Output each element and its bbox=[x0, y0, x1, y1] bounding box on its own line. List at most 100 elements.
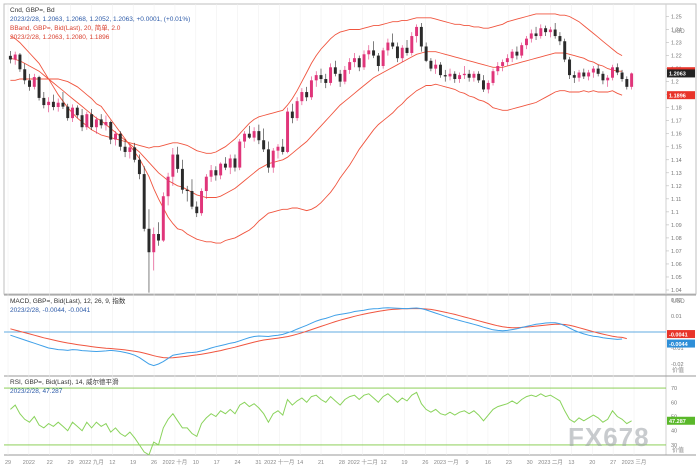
candle-body bbox=[429, 60, 433, 69]
x-tick-label: 2022 十二月 bbox=[348, 458, 378, 466]
candle-body bbox=[582, 72, 586, 77]
candle-body bbox=[529, 33, 533, 39]
price-tick-label: 1.22 bbox=[671, 54, 682, 60]
price-panel-frame bbox=[3, 3, 697, 295]
candle-body bbox=[80, 115, 84, 128]
rsi-tick-label: 70 bbox=[671, 386, 677, 392]
price-axis-unit: USD bbox=[672, 29, 685, 35]
candle-body bbox=[572, 75, 576, 78]
macd-signal-line bbox=[10, 308, 627, 359]
candle-body bbox=[276, 146, 280, 151]
rsi-header-line1: RSI, GBP=, Bid(Last), 14, 威尔德平滑 bbox=[10, 377, 119, 386]
x-tick-label: 29 bbox=[5, 460, 11, 466]
candle-body bbox=[37, 77, 41, 98]
price-header-line2: 2023/2/28, 1.2063, 1.2068, 1.2052, 1.206… bbox=[10, 16, 190, 23]
candle-body bbox=[520, 45, 524, 56]
candle-body bbox=[558, 36, 562, 42]
candle-body bbox=[223, 163, 227, 168]
candle-body bbox=[228, 158, 232, 168]
grid bbox=[7, 4, 635, 455]
candle-body bbox=[252, 131, 256, 138]
price-header-line4: 2023/2/28, 1.2063, 1.2080, 1.1896 bbox=[10, 34, 110, 41]
candle-body bbox=[85, 114, 89, 128]
candle-body bbox=[376, 55, 380, 66]
candle-body bbox=[434, 64, 438, 69]
macd-tick-label: -0.01 bbox=[671, 346, 684, 352]
price-tick-label: 1.11 bbox=[671, 197, 681, 203]
x-tick-label: 30 bbox=[527, 460, 533, 466]
candle-body bbox=[190, 191, 194, 207]
rsi-header-line2: 2023/2/28, 47.287 bbox=[10, 388, 63, 395]
candle-body bbox=[114, 133, 118, 140]
candle-body bbox=[247, 133, 251, 138]
candle-body bbox=[338, 73, 342, 82]
macd-tag-label: -0.0044 bbox=[669, 342, 689, 348]
candle-body bbox=[185, 189, 189, 192]
x-tick-label: 9 bbox=[466, 460, 469, 466]
candle-body bbox=[630, 73, 634, 87]
x-tick-label: 29 bbox=[68, 460, 74, 466]
candle-body bbox=[118, 133, 122, 147]
candle-body bbox=[314, 75, 318, 81]
candle-body bbox=[243, 133, 247, 142]
price-tick-label: 1.16 bbox=[671, 132, 682, 138]
candle-body bbox=[123, 146, 127, 152]
macd-tick-label: 0.01 bbox=[671, 314, 682, 320]
candle-body bbox=[587, 72, 591, 77]
rsi-tick-label: 30 bbox=[671, 443, 677, 449]
price-tick-label: 1.05 bbox=[671, 275, 682, 281]
candle-body bbox=[467, 73, 471, 78]
x-tick-label: 21 bbox=[318, 460, 324, 466]
candlesticks bbox=[8, 23, 634, 293]
macd-tick-label: 0.02 bbox=[671, 298, 682, 304]
price-tick-label: 1.17 bbox=[671, 119, 682, 125]
candle-body bbox=[209, 170, 213, 177]
candle-body bbox=[128, 147, 132, 152]
price-tick-label: 1.1 bbox=[671, 210, 679, 216]
candle-body bbox=[372, 50, 376, 56]
x-tick-label: 24 bbox=[234, 460, 240, 466]
candle-body bbox=[28, 80, 31, 87]
candle-body bbox=[443, 75, 447, 77]
macd-tag-box bbox=[667, 330, 695, 339]
candle-body bbox=[367, 50, 371, 55]
candle-body bbox=[534, 33, 538, 37]
candle-body bbox=[381, 50, 385, 66]
candle-body bbox=[410, 36, 414, 53]
candle-body bbox=[94, 119, 98, 128]
price-tick-label: 1.09 bbox=[671, 223, 682, 229]
bollinger-middle-line bbox=[10, 51, 623, 198]
candle-body bbox=[104, 122, 108, 126]
price-header-line1: Cnd, GBP=, Bd bbox=[10, 7, 55, 14]
x-tick-label: 19 bbox=[130, 460, 136, 466]
candle-body bbox=[329, 67, 333, 83]
candle-body bbox=[357, 58, 361, 68]
candle-body bbox=[13, 54, 17, 60]
candle-body bbox=[23, 69, 27, 81]
candle-body bbox=[544, 28, 548, 33]
candle-body bbox=[524, 38, 528, 46]
candle-body bbox=[147, 228, 151, 253]
macd-line bbox=[10, 307, 623, 367]
candle-body bbox=[309, 80, 313, 98]
x-tick-label: 16 bbox=[485, 460, 491, 466]
x-tick-label: 2023 一月 bbox=[434, 459, 459, 466]
rsi-axis-unit: 价值 bbox=[672, 446, 684, 454]
candle-body bbox=[71, 107, 74, 119]
candle-body bbox=[281, 146, 285, 152]
candle-body bbox=[152, 234, 156, 253]
candle-body bbox=[453, 73, 457, 80]
candle-body bbox=[611, 67, 614, 78]
candle-body bbox=[496, 66, 500, 72]
candle-body bbox=[142, 174, 146, 229]
candle-body bbox=[295, 101, 299, 119]
candle-body bbox=[606, 77, 610, 81]
candle-body bbox=[577, 72, 581, 78]
candle-body bbox=[501, 62, 505, 66]
candle-body bbox=[477, 73, 481, 81]
candle-body bbox=[47, 101, 51, 106]
x-tick-label: 23 bbox=[506, 460, 512, 466]
candle-body bbox=[472, 73, 476, 78]
price-tag-label: 1.2063 bbox=[669, 72, 686, 78]
x-tick-label: 14 bbox=[297, 460, 303, 466]
